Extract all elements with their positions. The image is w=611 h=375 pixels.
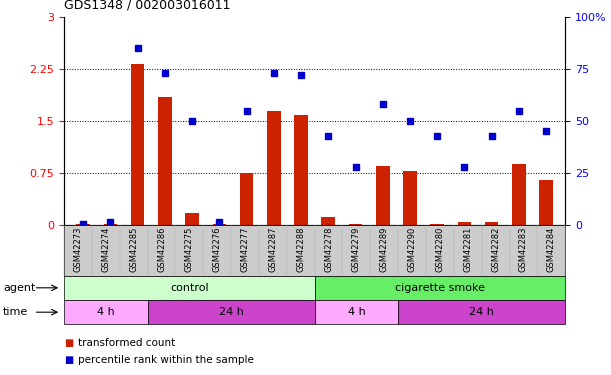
Bar bbox=[267, 111, 280, 225]
Bar bbox=[295, 116, 308, 225]
Text: control: control bbox=[170, 283, 209, 293]
Text: percentile rank within the sample: percentile rank within the sample bbox=[78, 355, 254, 365]
Text: 4 h: 4 h bbox=[348, 307, 365, 317]
Text: 24 h: 24 h bbox=[469, 307, 494, 317]
Bar bbox=[104, 224, 117, 225]
Text: GSM42289: GSM42289 bbox=[380, 227, 389, 272]
Text: 24 h: 24 h bbox=[219, 307, 244, 317]
Bar bbox=[131, 64, 144, 225]
Bar bbox=[540, 180, 553, 225]
Bar bbox=[349, 224, 362, 225]
Text: GSM42288: GSM42288 bbox=[296, 227, 306, 272]
Text: GSM42279: GSM42279 bbox=[352, 227, 361, 272]
Text: GSM42276: GSM42276 bbox=[213, 227, 222, 272]
Text: cigarette smoke: cigarette smoke bbox=[395, 283, 485, 293]
Bar bbox=[430, 224, 444, 225]
Bar bbox=[321, 217, 335, 225]
Bar bbox=[403, 171, 417, 225]
Text: GSM42282: GSM42282 bbox=[491, 227, 500, 272]
Bar bbox=[185, 213, 199, 225]
Text: ■: ■ bbox=[64, 355, 73, 365]
Bar bbox=[76, 224, 90, 225]
Text: transformed count: transformed count bbox=[78, 338, 175, 348]
Text: GSM42273: GSM42273 bbox=[73, 227, 82, 272]
Text: agent: agent bbox=[3, 283, 35, 293]
Bar bbox=[240, 173, 254, 225]
Text: 4 h: 4 h bbox=[97, 307, 115, 317]
Text: GSM42281: GSM42281 bbox=[463, 227, 472, 272]
Bar bbox=[458, 222, 471, 225]
Text: time: time bbox=[3, 307, 28, 317]
Bar bbox=[512, 164, 525, 225]
Text: GSM42278: GSM42278 bbox=[324, 227, 333, 272]
Text: GSM42283: GSM42283 bbox=[519, 227, 528, 272]
Text: GSM42274: GSM42274 bbox=[101, 227, 111, 272]
Bar bbox=[158, 97, 172, 225]
Bar bbox=[376, 166, 390, 225]
Bar bbox=[213, 224, 226, 225]
Text: GDS1348 / 002003016011: GDS1348 / 002003016011 bbox=[64, 0, 231, 11]
Text: GSM42280: GSM42280 bbox=[436, 227, 444, 272]
Text: GSM42284: GSM42284 bbox=[547, 227, 556, 272]
Text: GSM42290: GSM42290 bbox=[408, 227, 417, 272]
Bar bbox=[485, 222, 499, 225]
Text: GSM42277: GSM42277 bbox=[241, 227, 249, 272]
Text: GSM42286: GSM42286 bbox=[157, 227, 166, 272]
Text: ■: ■ bbox=[64, 338, 73, 348]
Text: GSM42287: GSM42287 bbox=[268, 227, 277, 272]
Text: GSM42275: GSM42275 bbox=[185, 227, 194, 272]
Text: GSM42285: GSM42285 bbox=[130, 227, 138, 272]
